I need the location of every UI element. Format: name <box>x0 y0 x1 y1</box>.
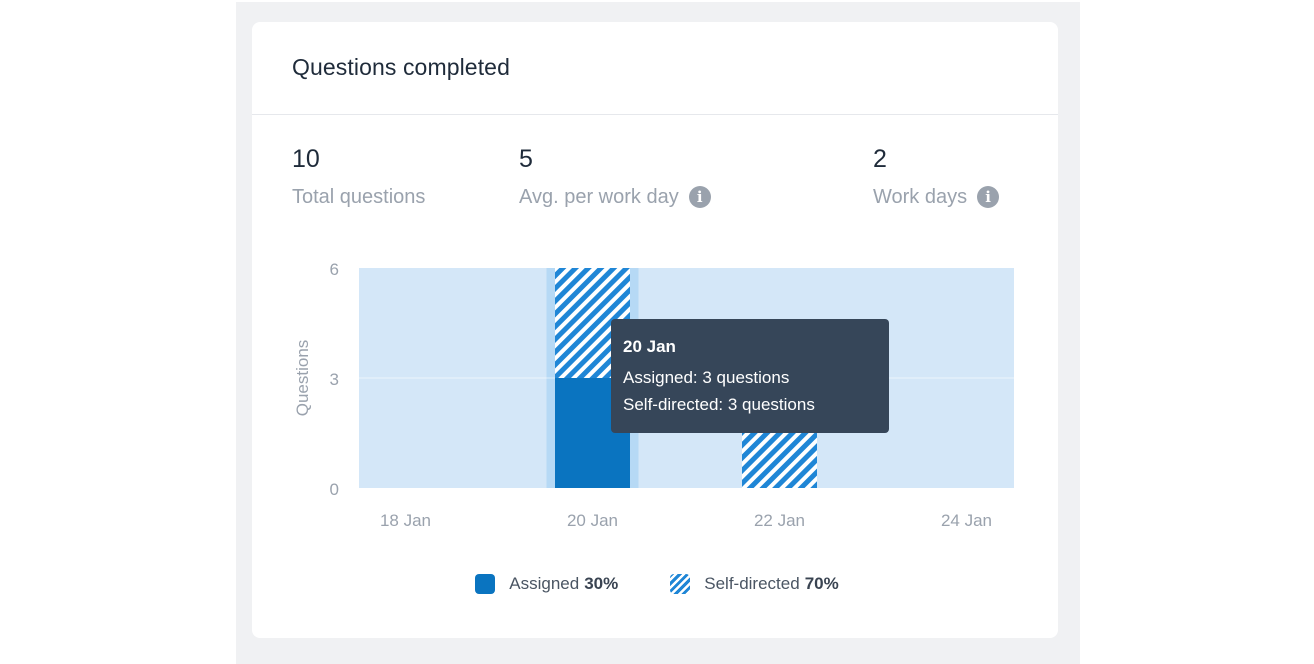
y-axis-label: Questions <box>293 340 312 417</box>
stat-value: 5 <box>519 145 533 173</box>
tooltip-line-assigned: Assigned: 3 questions <box>623 368 790 387</box>
x-tick-label: 22 Jan <box>754 511 805 530</box>
stat-value: 2 <box>873 145 887 173</box>
x-tick-label: 18 Jan <box>380 511 431 530</box>
y-tick-label: 6 <box>330 260 339 279</box>
legend-swatch-hatched <box>670 574 691 594</box>
y-tick-label: 3 <box>330 370 339 389</box>
chart-legend: Assigned 30% Self-directed 70% <box>0 574 1314 594</box>
legend-percent: 70% <box>804 574 839 593</box>
card-header: Questions completed <box>252 22 1058 115</box>
x-tick-label: 24 Jan <box>941 511 992 530</box>
stat-work-days: 2 Work days i <box>873 144 1000 209</box>
stat-label: Work days <box>873 186 968 208</box>
stat-total-questions: 10 Total questions <box>292 144 425 209</box>
y-tick-label: 0 <box>330 480 339 499</box>
x-tick-labels: 18 Jan 20 Jan 22 Jan 24 Jan <box>380 511 992 530</box>
chart-tooltip: 20 Jan Assigned: 3 questions Self-direct… <box>611 319 889 433</box>
legend-label: Self-directed <box>704 574 800 593</box>
legend-swatch-solid <box>475 574 496 594</box>
y-tick-labels: 0 3 6 <box>330 260 339 499</box>
legend-percent: 30% <box>584 574 619 593</box>
info-icon[interactable]: i <box>688 186 711 208</box>
tooltip-title: 20 Jan <box>623 337 676 356</box>
x-tick-label: 20 Jan <box>567 511 618 530</box>
legend-item-assigned[interactable]: Assigned 30% <box>475 574 618 594</box>
stat-label: Avg. per work day <box>519 186 679 208</box>
info-icon[interactable]: i <box>977 186 1000 208</box>
legend-item-self-directed[interactable]: Self-directed 70% <box>670 574 839 594</box>
stat-value: 10 <box>292 145 320 173</box>
legend-label: Assigned <box>509 574 580 593</box>
stat-avg-per-work-day: 5 Avg. per work day i <box>519 144 711 209</box>
stat-label: Total questions <box>292 186 426 208</box>
tooltip-line-self-directed: Self-directed: 3 questions <box>623 395 815 414</box>
card-title: Questions completed <box>292 54 510 80</box>
